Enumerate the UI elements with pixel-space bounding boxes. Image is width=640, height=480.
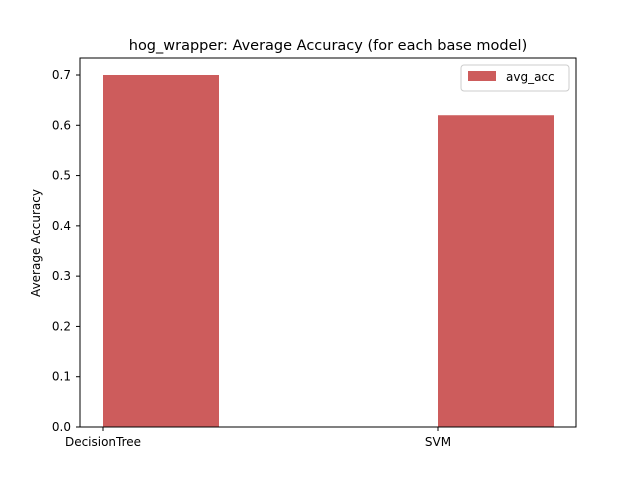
- plot-frame: [79, 57, 577, 428]
- bar-svm: [438, 115, 554, 427]
- y-axis-ticks: 0.0 0.1 0.2 0.3 0.4 0.5 0.6 0.7: [52, 68, 80, 434]
- bar-decisiontree: [103, 75, 219, 427]
- x-tick-label: DecisionTree: [65, 435, 141, 449]
- bars-group: [103, 75, 554, 427]
- y-axis-label: Average Accuracy: [29, 189, 43, 297]
- y-tick-label: 0.5: [52, 169, 71, 183]
- legend-swatch: [468, 71, 496, 81]
- chart-title: hog_wrapper: Average Accuracy (for each …: [129, 38, 527, 54]
- y-tick-label: 0.2: [52, 319, 71, 333]
- y-tick-label: 0.4: [52, 219, 71, 233]
- y-tick-label: 0.6: [52, 118, 71, 132]
- x-axis-ticks: DecisionTree SVM: [65, 427, 451, 449]
- y-tick-label: 0.3: [52, 269, 71, 283]
- y-tick-label: 0.0: [52, 420, 71, 434]
- legend-label: avg_acc: [506, 70, 555, 84]
- y-tick-label: 0.7: [52, 68, 71, 82]
- x-tick-label: SVM: [425, 435, 451, 449]
- y-tick-label: 0.1: [52, 370, 71, 384]
- legend: avg_acc: [460, 64, 570, 92]
